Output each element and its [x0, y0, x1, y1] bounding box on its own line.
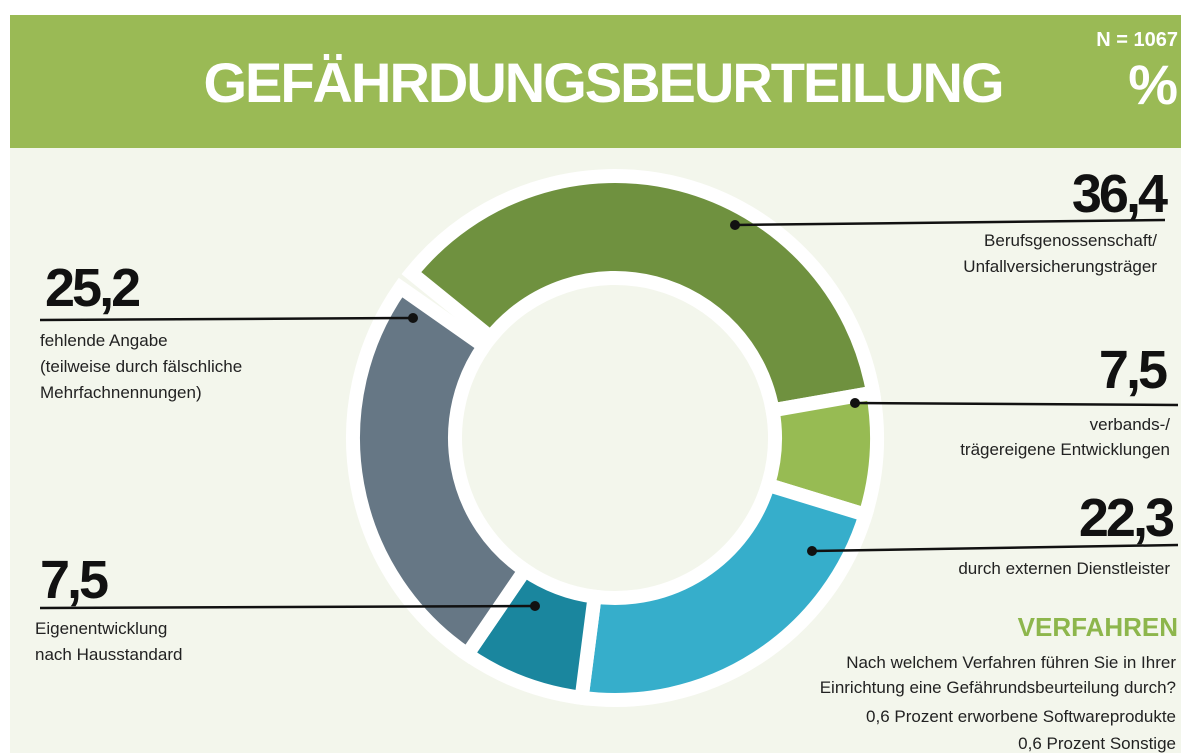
value-label: 36,4 — [1072, 164, 1168, 224]
note: Einrichtung eine Gefährundsbeurteilung d… — [820, 678, 1176, 697]
category-label: fehlende Angabe — [40, 331, 168, 350]
category-label: trägereigene Entwicklungen — [960, 440, 1170, 459]
category-label: Unfallversicherungsträger — [963, 257, 1157, 276]
value-label: 25,2 — [45, 258, 139, 318]
leader-line — [39, 316, 414, 322]
leader-dot — [408, 313, 418, 323]
leader-dot — [850, 398, 860, 408]
unit: % — [1128, 53, 1178, 116]
leader-dot — [807, 546, 817, 556]
category-label: Eigenentwicklung — [35, 619, 167, 638]
category-label: verbands-/ — [1090, 415, 1171, 434]
leader-line — [39, 604, 536, 610]
category-label: durch externen Dienstleister — [958, 559, 1170, 578]
note-title: VERFAHREN — [1018, 612, 1178, 642]
leader-dot — [730, 220, 740, 230]
value-label: 7,5 — [1099, 340, 1167, 400]
header — [10, 15, 1181, 148]
leader-dot — [530, 601, 540, 611]
leader-line — [854, 401, 1179, 407]
category-label: nach Hausstandard — [35, 645, 182, 664]
leader-line — [734, 218, 1166, 227]
donut-segment — [346, 277, 535, 665]
note: 0,6 Prozent erworbene Softwareprodukte — [866, 707, 1176, 726]
chart-title: GEFÄHRDUNGSBEURTEILUNG — [203, 51, 1002, 114]
donut-segment — [401, 169, 882, 419]
sample-size: N = 1067 — [1096, 29, 1178, 51]
category-label: Berufsgenossenschaft/ — [984, 231, 1157, 250]
leader-line — [811, 543, 1179, 553]
value-label: 7,5 — [40, 550, 108, 610]
category-label: Mehrfachnennungen) — [40, 383, 202, 402]
donut-segment — [573, 476, 875, 707]
note: 0,6 Prozent Sonstige — [1018, 734, 1176, 753]
note: Nach welchem Verfahren führen Sie in Ihr… — [846, 653, 1176, 672]
value-label: 22,3 — [1079, 488, 1174, 548]
category-label: (teilweise durch fälschliche — [40, 357, 242, 376]
